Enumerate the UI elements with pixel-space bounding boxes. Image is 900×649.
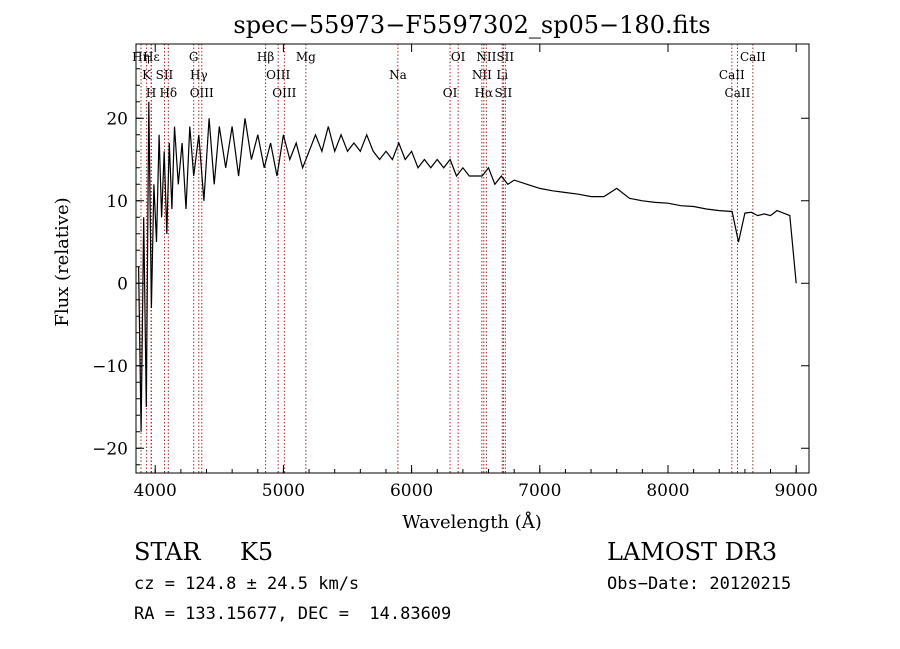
line-label: Hα — [474, 86, 493, 100]
obs-date: Obs−Date: 20120215 — [607, 574, 792, 594]
y-tick-label: 10 — [106, 192, 128, 212]
line-label: Mg — [296, 50, 316, 64]
x-tick-label: 7000 — [518, 481, 561, 501]
y-tick-label: 0 — [117, 274, 128, 294]
x-tick-label: 9000 — [775, 481, 818, 501]
line-label: CaII — [740, 50, 766, 64]
plot-frame — [135, 43, 810, 474]
x-tick-label: 4000 — [134, 481, 177, 501]
line-label: Hδ — [159, 86, 177, 100]
line-label: G — [189, 50, 199, 64]
line-label: SII — [156, 68, 174, 82]
line-label: K — [142, 68, 152, 82]
x-tick-label: 6000 — [390, 481, 433, 501]
coordinates: RA = 133.15677, DEC = 14.83609 — [134, 604, 452, 624]
object-class: STAR — [134, 538, 201, 566]
object-subclass: K5 — [240, 538, 274, 566]
line-label: OIII — [190, 86, 214, 100]
line-label: Hε — [143, 50, 160, 64]
y-tick-label: −20 — [92, 439, 128, 459]
chart-title: spec−55973−F5597302_sp05−180.fits — [233, 11, 710, 39]
line-label: CaII — [719, 68, 745, 82]
y-tick-label: −10 — [92, 357, 128, 377]
flux-series-line — [138, 101, 797, 432]
line-label: Hη — [132, 50, 150, 64]
x-axis: 4000 5000 6000 7000 8000 9000 — [134, 44, 818, 501]
line-label: Hβ — [257, 50, 274, 64]
series-layer — [138, 101, 797, 432]
line-label: Li — [496, 68, 508, 82]
y-tick-label: 20 — [106, 109, 128, 129]
line-label: OIII — [266, 68, 290, 82]
y-axis-label: Flux (relative) — [52, 197, 73, 326]
line-label: Hγ — [190, 68, 208, 82]
line-label: Na — [389, 68, 407, 82]
line-label: SII — [496, 50, 514, 64]
x-tick-label: 8000 — [646, 481, 689, 501]
redshift-cz: cz = 124.8 ± 24.5 km/s — [134, 574, 360, 594]
line-label: NII — [476, 50, 496, 64]
line-label: OI — [451, 50, 466, 64]
line-label: OI — [443, 86, 458, 100]
y-axis: −20 −10 0 10 20 — [92, 51, 809, 466]
line-label: CaII — [725, 86, 751, 100]
spectral-lines: HηKHHεSIIHδGHγOIIIHβOIIIOIIIMgNaOIOINIIH… — [132, 44, 766, 473]
line-label: NII — [472, 68, 492, 82]
x-axis-label: Wavelength (Å) — [402, 511, 542, 533]
line-label: OIII — [272, 86, 296, 100]
line-label: SII — [495, 86, 513, 100]
survey-name: LAMOST DR3 — [607, 538, 778, 566]
x-tick-label: 5000 — [262, 481, 305, 501]
